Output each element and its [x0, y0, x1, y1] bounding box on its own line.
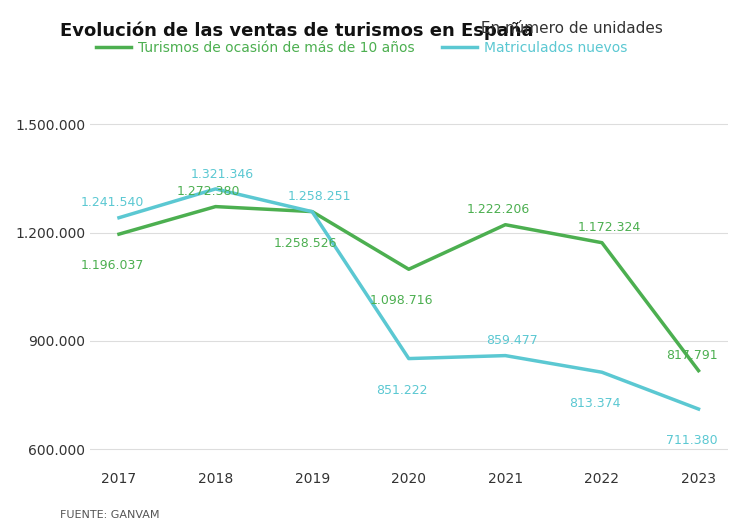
- Text: 817.791: 817.791: [666, 349, 718, 362]
- Text: 1.222.206: 1.222.206: [466, 203, 530, 216]
- Text: 1.258.526: 1.258.526: [274, 237, 337, 250]
- Text: 851.222: 851.222: [376, 383, 427, 397]
- Text: FUENTE: GANVAM: FUENTE: GANVAM: [60, 510, 160, 520]
- Text: 1.321.346: 1.321.346: [191, 168, 254, 181]
- Text: Evolución de las ventas de turismos en España: Evolución de las ventas de turismos en E…: [60, 21, 533, 40]
- Text: 1.172.324: 1.172.324: [578, 221, 640, 234]
- Text: 1.241.540: 1.241.540: [80, 196, 144, 209]
- Text: 1.196.037: 1.196.037: [80, 259, 144, 272]
- Text: 1.258.251: 1.258.251: [287, 190, 351, 203]
- Text: 1.272.380: 1.272.380: [177, 185, 240, 198]
- Legend: Turismos de ocasión de más de 10 años, Matriculados nuevos: Turismos de ocasión de más de 10 años, M…: [91, 36, 633, 61]
- Text: 859.477: 859.477: [487, 335, 538, 347]
- Text: 813.374: 813.374: [569, 397, 621, 410]
- Text: 711.380: 711.380: [666, 434, 718, 447]
- Text: En número de unidades: En número de unidades: [476, 21, 663, 36]
- Text: 1.098.716: 1.098.716: [370, 294, 434, 307]
